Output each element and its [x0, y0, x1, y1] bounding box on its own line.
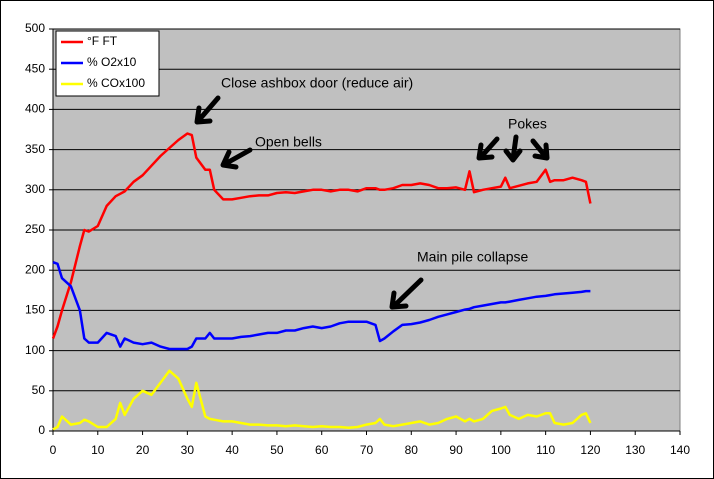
- y-tick-label: 50: [32, 383, 46, 397]
- legend-label: % COx100: [87, 76, 145, 90]
- plot-area: 0 50 100 150 200 250 300 350 400 450 500 0 10 20 30 40 5…: [25, 21, 690, 457]
- annotation: Main pile collapse: [417, 249, 528, 265]
- annotation: Close ashbox door (reduce air): [221, 75, 413, 91]
- series-line: [52, 261, 591, 351]
- y-tick-label: 400: [25, 102, 45, 116]
- x-tick-label: 20: [136, 443, 150, 457]
- x-tick-label: 60: [315, 443, 329, 457]
- y-tick-label: 100: [25, 343, 45, 357]
- annotation: Pokes: [508, 116, 547, 132]
- arrow: [476, 136, 500, 161]
- arrow: [389, 277, 424, 310]
- arrow: [530, 138, 550, 161]
- x-tick-label: 0: [50, 443, 57, 457]
- y-tick-label: 150: [25, 303, 45, 317]
- x-tick-label: 50: [270, 443, 284, 457]
- y-tick-label: 0: [38, 423, 45, 437]
- x-tick-label: 70: [360, 443, 374, 457]
- x-tick-label: 90: [449, 443, 463, 457]
- arrow: [503, 134, 523, 163]
- x-tick-label: 30: [181, 443, 195, 457]
- arrow: [220, 147, 253, 170]
- y-tick-label: 450: [25, 61, 45, 75]
- y-tick-label: 500: [25, 21, 45, 35]
- legend-label: °F FT: [87, 34, 118, 48]
- x-tick-label: 80: [405, 443, 419, 457]
- x-tick-label: 110: [536, 443, 555, 457]
- series-line: [52, 369, 592, 431]
- x-tick-label: 130: [625, 443, 645, 457]
- x-tick-label: 40: [225, 443, 239, 457]
- x-tick-label: 10: [91, 443, 105, 457]
- annotation: Open bells: [255, 134, 322, 150]
- legend-label: % O2x10: [87, 55, 137, 69]
- x-tick-label: 120: [580, 443, 600, 457]
- x-tick-label: 140: [670, 443, 690, 457]
- series-line: [51, 132, 592, 339]
- y-tick-label: 200: [25, 262, 45, 276]
- y-tick-label: 300: [25, 182, 45, 196]
- y-tick-label: 350: [25, 142, 45, 156]
- arrow: [194, 95, 221, 125]
- x-tick-label: 100: [491, 443, 511, 457]
- y-tick-label: 250: [25, 222, 45, 236]
